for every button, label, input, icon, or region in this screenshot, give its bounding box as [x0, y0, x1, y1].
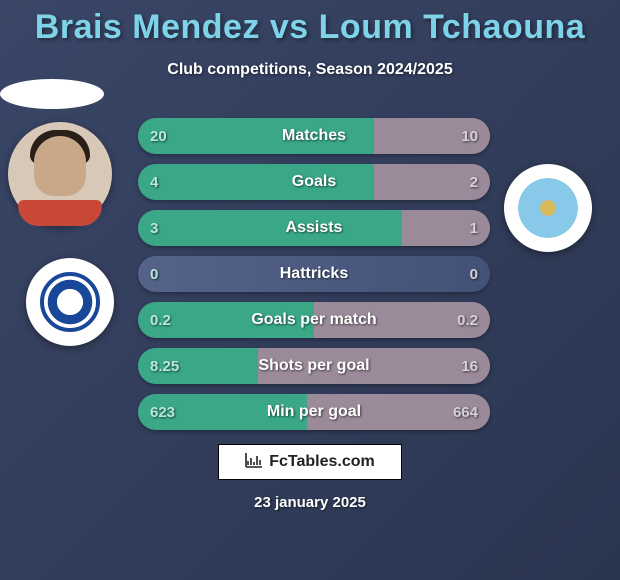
- stat-label: Matches: [282, 127, 346, 145]
- stat-bar-left: [138, 164, 374, 200]
- player1-head: [34, 136, 86, 196]
- stat-row: 0.2 Goals per match 0.2: [138, 302, 490, 338]
- date-label: 23 january 2025: [0, 494, 620, 511]
- stat-row: 623 Min per goal 664: [138, 394, 490, 430]
- stat-row: 0 Hattricks 0: [138, 256, 490, 292]
- player1-shirt: [18, 200, 102, 226]
- stat-right-value: 0.2: [457, 312, 478, 329]
- stat-row: 4 Goals 2: [138, 164, 490, 200]
- stat-right-value: 2: [470, 174, 478, 191]
- source-badge: FcTables.com: [218, 444, 402, 480]
- stat-right-value: 664: [453, 404, 478, 421]
- player2-avatar: [0, 79, 104, 109]
- stat-left-value: 0.2: [150, 312, 171, 329]
- chart-icon: [245, 452, 263, 473]
- stat-left-value: 3: [150, 220, 158, 237]
- stat-row: 8.25 Shots per goal 16: [138, 348, 490, 384]
- stat-label: Goals per match: [251, 311, 376, 329]
- stats-table: 20Matches104Goals23Assists10Hattricks00.…: [138, 118, 490, 440]
- club-badge-inner: [518, 178, 578, 238]
- player1-club-badge: [26, 258, 114, 346]
- subtitle: Club competitions, Season 2024/2025: [0, 61, 620, 79]
- stat-label: Shots per goal: [258, 357, 369, 375]
- stat-row: 3 Assists 1: [138, 210, 490, 246]
- stat-left-value: 0: [150, 266, 158, 283]
- stat-right-value: 16: [461, 358, 478, 375]
- player1-avatar: [8, 122, 112, 226]
- stat-label: Min per goal: [267, 403, 361, 421]
- stat-right-value: 1: [470, 220, 478, 237]
- stat-right-value: 10: [461, 128, 478, 145]
- stat-row: 20 Matches 10: [138, 118, 490, 154]
- stat-left-value: 20: [150, 128, 167, 145]
- stat-left-value: 4: [150, 174, 158, 191]
- source-label: FcTables.com: [269, 453, 375, 471]
- stat-label: Hattricks: [280, 265, 348, 283]
- stat-left-value: 8.25: [150, 358, 179, 375]
- stat-label: Goals: [292, 173, 336, 191]
- stat-right-value: 0: [470, 266, 478, 283]
- stat-left-value: 623: [150, 404, 175, 421]
- club-badge-inner: [40, 272, 100, 332]
- stat-label: Assists: [286, 219, 343, 237]
- stat-bar-left: [138, 210, 402, 246]
- page-title: Brais Mendez vs Loum Tchaouna: [0, 0, 620, 47]
- player2-club-badge: [504, 164, 592, 252]
